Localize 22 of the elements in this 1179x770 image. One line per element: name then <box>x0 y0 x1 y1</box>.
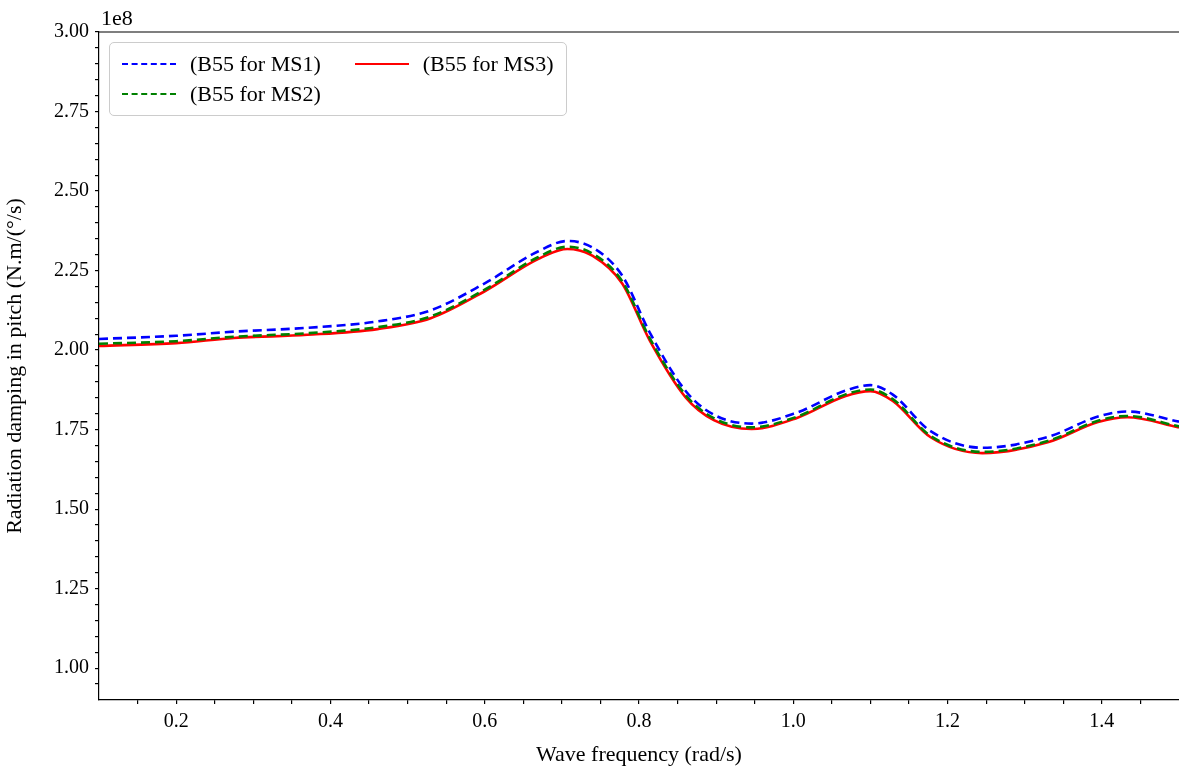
text: 1e8 <box>101 4 133 30</box>
legend-label: (B55 for MS3) <box>422 51 554 77</box>
x-tick-label: 0.6 <box>472 709 498 732</box>
x-tick-label: 1.2 <box>935 709 961 732</box>
y-tick-label: 1.25 <box>54 575 89 598</box>
y-tick-label: 2.00 <box>54 337 89 360</box>
x-tick-label: 0.8 <box>626 709 652 732</box>
y-tick-label: 1.75 <box>54 416 89 439</box>
legend-label: (B55 for MS1) <box>190 51 321 77</box>
x-tick-label: 0.2 <box>163 709 189 732</box>
x-tick-label: 1.0 <box>780 709 806 732</box>
y-tick-label: 1.50 <box>54 496 89 519</box>
y-tick-label: 2.50 <box>54 178 89 201</box>
legend-label: (B55 for MS2) <box>190 81 321 107</box>
x-tick-label: 0.4 <box>317 709 343 732</box>
y-tick-label: 3.00 <box>54 19 89 42</box>
y-tick-label: 2.25 <box>54 257 89 280</box>
y-tick-label: 1.00 <box>54 655 89 678</box>
x-axis-title: Wave frequency (rad/s) <box>536 740 742 766</box>
y-tick-label: 2.75 <box>54 98 89 121</box>
y-axis-title: Radiation damping in pitch (N.m/(°/s) <box>0 198 26 534</box>
x-tick-label: 1.4 <box>1089 709 1115 732</box>
